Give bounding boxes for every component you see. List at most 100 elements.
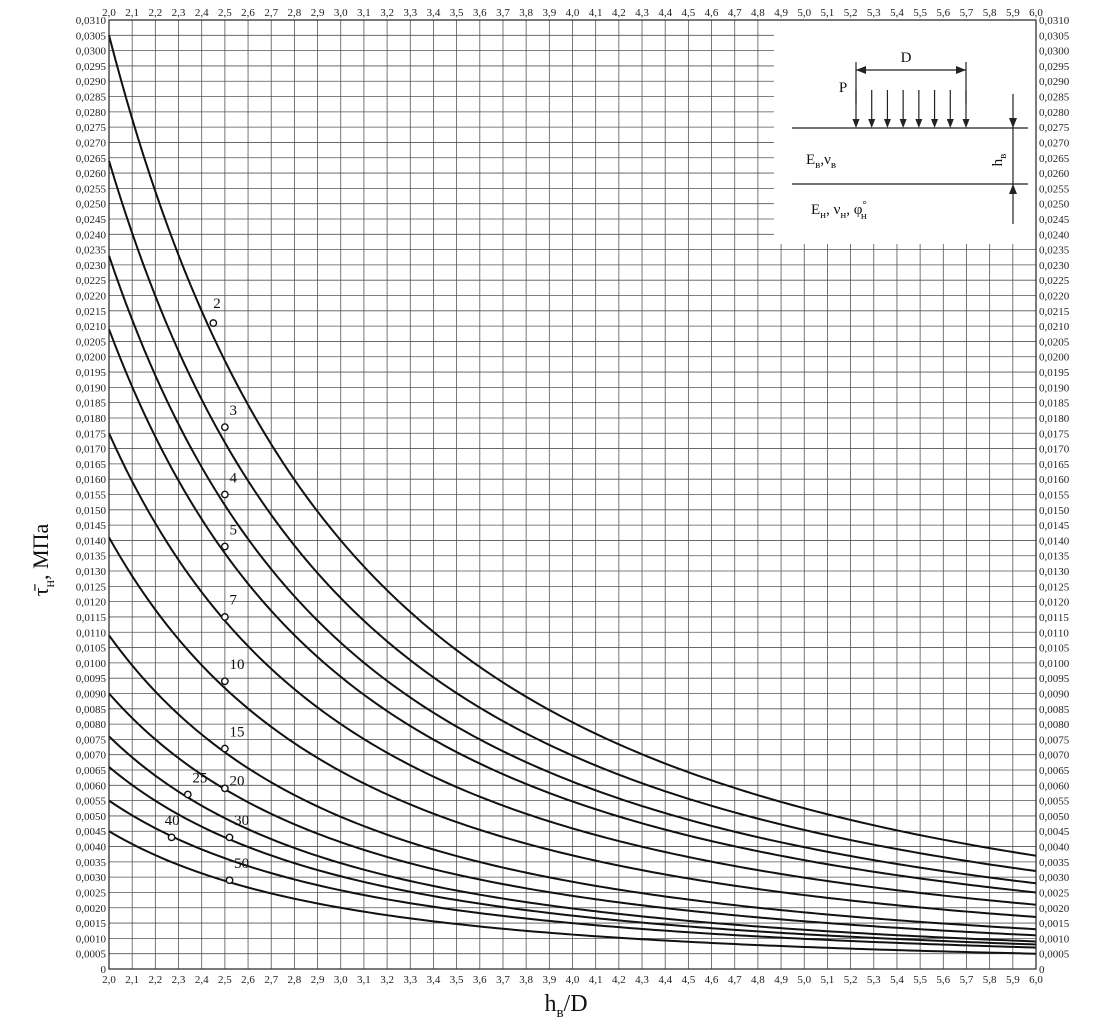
- y-tick-label-left: 0,0060: [76, 780, 107, 792]
- y-tick-label-left: 0,0145: [76, 520, 107, 532]
- layer-schematic: D P hв Eв,νв Eн, νн, φ° н: [774, 20, 1036, 244]
- y-tick-label-left: 0,0260: [76, 168, 107, 180]
- y-tick-label-right: 0,0195: [1039, 367, 1070, 379]
- y-tick-label-left: 0,0070: [76, 750, 107, 762]
- y-tick-label-right: 0,0055: [1039, 796, 1070, 808]
- x-tick-label-bottom: 2,8: [288, 974, 302, 986]
- curve-label-25: 25: [192, 770, 207, 786]
- y-tick-label-right: 0,0210: [1039, 321, 1070, 333]
- x-tick-label-bottom: 5,7: [960, 974, 974, 986]
- y-tick-label-left: 0,0105: [76, 643, 107, 655]
- diameter-label: D: [901, 50, 912, 66]
- y-tick-label-left: 0,0180: [76, 413, 107, 425]
- y-tick-label-left: 0,0050: [76, 811, 107, 823]
- y-tick-label-right: 0,0025: [1039, 887, 1070, 899]
- distributed-load-arrows: [852, 90, 970, 128]
- y-tick-label-left: 0,0205: [76, 336, 107, 348]
- y-tick-label-left: 0,0220: [76, 291, 107, 303]
- x-axis-title-tail: /D: [564, 991, 588, 1017]
- x-tick-label-top: 4,7: [728, 7, 742, 19]
- y-tick-label-left: 0,0155: [76, 490, 107, 502]
- load-arrow-head: [946, 119, 954, 128]
- y-tick-label-left: 0,0065: [76, 765, 107, 777]
- y-tick-label-left: 0,0100: [76, 658, 107, 670]
- y-tick-label-left: 0,0215: [76, 306, 107, 318]
- curve-marker-3: [220, 423, 229, 432]
- y-tick-label-left: 0,0165: [76, 459, 107, 471]
- y-tick-label-left: 0,0285: [76, 92, 107, 104]
- y-tick-label-left: 0,0095: [76, 673, 107, 685]
- y-tick-label-right: 0,0190: [1039, 382, 1070, 394]
- lower-layer-phi: , φ: [846, 202, 863, 218]
- x-tick-label-bottom: 5,3: [867, 974, 881, 986]
- curve-label-50: 50: [234, 856, 249, 872]
- y-tick-label-left: 0,0305: [76, 30, 107, 42]
- curve-label-40: 40: [165, 813, 180, 829]
- y-tick-label-left: 0,0150: [76, 505, 107, 517]
- curve-3: [108, 160, 1037, 873]
- x-tick-label-top: 3,1: [357, 7, 371, 19]
- curve-50: [108, 830, 1037, 955]
- x-tick-label-top: 4,9: [774, 7, 788, 19]
- x-tick-label-bottom: 5,4: [890, 974, 904, 986]
- x-tick-label-top: 3,4: [427, 7, 441, 19]
- y-tick-label-right: 0,0280: [1039, 107, 1070, 119]
- y-tick-label-right: 0,0165: [1039, 459, 1070, 471]
- x-tick-label-bottom: 4,3: [635, 974, 649, 986]
- x-tick-label-bottom: 4,2: [612, 974, 626, 986]
- y-tick-label-left: 0,0175: [76, 428, 107, 440]
- y-tick-label-right: 0,0220: [1039, 291, 1070, 303]
- x-tick-label-top: 2,1: [125, 7, 139, 19]
- lower-layer-E-sub: н: [820, 209, 826, 221]
- x-axis-title: hв/D: [544, 991, 587, 1021]
- x-tick-label-top: 3,2: [380, 7, 394, 19]
- y-tick-label-left: 0,0075: [76, 734, 107, 746]
- x-tick-label-bottom: 2,0: [102, 974, 116, 986]
- y-tick-label-left: 0,0250: [76, 199, 107, 211]
- y-tick-label-left: 0,0300: [76, 46, 107, 58]
- y-tick-label-left: 0,0140: [76, 535, 107, 547]
- upper-layer-properties: Eв,νв: [806, 152, 836, 171]
- y-tick-label-right: 0,0310: [1039, 15, 1070, 27]
- curve-30: [108, 766, 1037, 946]
- y-tick-label-left: 0,0135: [76, 551, 107, 563]
- y-tick-label-left: 0,0185: [76, 398, 107, 410]
- y-tick-label-left: 0,0035: [76, 857, 107, 869]
- x-tick-label-top: 2,2: [148, 7, 162, 19]
- y-tick-label-right: 0,0015: [1039, 918, 1070, 930]
- y-tick-label-right: 0,0250: [1039, 199, 1070, 211]
- y-tick-label-right: 0,0130: [1039, 566, 1070, 578]
- y-tick-label-right: 0,0225: [1039, 275, 1070, 287]
- x-tick-label-top: 2,3: [172, 7, 186, 19]
- diameter-arrow-left: [856, 66, 866, 74]
- y-tick-label-left: 0,0020: [76, 903, 107, 915]
- curve-marker-25: [183, 790, 192, 799]
- upper-layer-sep: ,ν: [820, 152, 831, 168]
- x-tick-label-top: 5,0: [797, 7, 811, 19]
- y-tick-label-left: 0,0275: [76, 122, 107, 134]
- lower-layer-phi-sub: н: [861, 210, 867, 222]
- y-tick-label-left: 0,0115: [76, 612, 106, 624]
- y-tick-label-left: 0,0045: [76, 826, 107, 838]
- curve-marker-20: [220, 784, 229, 793]
- y-tick-label-left: 0,0235: [76, 245, 107, 257]
- x-tick-label-top: 5,1: [821, 7, 835, 19]
- x-tick-label-top: 5,9: [1006, 7, 1020, 19]
- inset-background: [774, 20, 1036, 244]
- y-tick-label-right: 0,0010: [1039, 933, 1070, 945]
- curve-marker-40: [167, 833, 176, 842]
- y-tick-label-right: 0,0215: [1039, 306, 1070, 318]
- y-tick-label-left: 0,0270: [76, 137, 107, 149]
- x-tick-label-bottom: 3,6: [473, 974, 487, 986]
- y-tick-label-left: 0,0230: [76, 260, 107, 272]
- x-tick-label-bottom: 5,5: [913, 974, 927, 986]
- y-axis-title: τ̄н, МПа: [28, 523, 58, 596]
- upper-layer-nu-sub: в: [831, 159, 836, 171]
- y-tick-label-left: 0,0010: [76, 933, 107, 945]
- curve-label-2: 2: [213, 296, 221, 312]
- y-tick-label-right: 0,0155: [1039, 490, 1070, 502]
- y-tick-label-left: 0,0295: [76, 61, 107, 73]
- curve-15: [108, 634, 1037, 931]
- load-arrow-head: [883, 119, 891, 128]
